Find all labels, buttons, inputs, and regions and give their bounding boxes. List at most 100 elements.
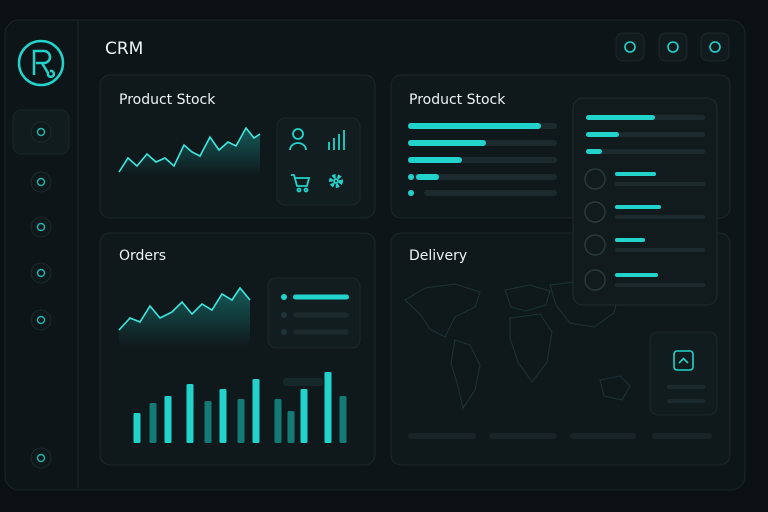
order-bar <box>339 396 347 443</box>
nav-icon <box>36 222 46 232</box>
nav-icon <box>36 268 46 278</box>
legend-dot <box>281 312 287 318</box>
delivery-footer <box>408 433 712 439</box>
nav-button[interactable] <box>30 216 52 238</box>
nav-button[interactable] <box>30 121 52 143</box>
card-title: Delivery <box>409 248 467 264</box>
nav-button[interactable] <box>30 262 52 284</box>
placeholder-line <box>408 433 476 439</box>
order-bar <box>149 403 157 443</box>
order-bar <box>237 399 245 443</box>
order-bar <box>324 372 332 443</box>
card-title: Product Stock <box>409 92 506 108</box>
stock-bar <box>408 157 462 163</box>
legend-dot <box>281 294 287 300</box>
order-bar <box>219 389 227 443</box>
stock-bar <box>416 174 439 180</box>
track <box>408 174 557 180</box>
stock-bar <box>408 140 486 146</box>
task-check[interactable] <box>584 201 606 223</box>
nav-icon <box>36 315 46 325</box>
map-panel <box>649 331 718 416</box>
order-bar <box>164 396 172 443</box>
task-sub <box>615 283 705 287</box>
user-icon <box>289 142 307 151</box>
header-icon <box>667 41 679 53</box>
continent <box>599 375 631 401</box>
logo[interactable] <box>17 39 65 87</box>
track <box>586 149 705 154</box>
placeholder-line <box>489 433 557 439</box>
task-bar <box>586 132 619 137</box>
gear-icon <box>329 174 343 188</box>
sidebar-icons <box>30 121 52 469</box>
stock-bar <box>408 123 541 129</box>
task-line <box>615 273 658 277</box>
task-check[interactable] <box>584 168 606 190</box>
legend-dot <box>281 329 287 335</box>
nav-button[interactable] <box>30 171 52 193</box>
sparkline-area <box>119 128 260 175</box>
cart-icon <box>291 174 311 187</box>
expand-button[interactable] <box>673 350 694 371</box>
continent <box>504 284 551 312</box>
task-line <box>615 205 661 209</box>
expand-icon <box>678 357 689 364</box>
nav-button[interactable] <box>30 309 52 331</box>
header-icon <box>709 41 721 53</box>
order-bar <box>186 384 194 443</box>
header-button[interactable] <box>700 32 730 62</box>
track <box>424 190 557 196</box>
nav-icon <box>36 453 46 463</box>
task-line <box>615 172 656 176</box>
dot <box>408 174 414 180</box>
orders-bars <box>133 294 349 443</box>
user-icon <box>292 128 304 140</box>
order-bar <box>300 389 308 443</box>
legend-line <box>293 312 349 318</box>
continent <box>509 313 553 383</box>
logo-mark <box>32 49 56 79</box>
order-bar <box>252 379 260 443</box>
sparkline <box>118 126 261 173</box>
hint <box>283 378 323 386</box>
header-icon <box>624 41 636 53</box>
task-list <box>584 115 705 291</box>
task-sub <box>615 248 705 252</box>
continent <box>404 283 481 338</box>
placeholder-line <box>667 385 705 389</box>
task-bar <box>586 149 602 154</box>
task-check[interactable] <box>584 234 606 256</box>
icons <box>289 128 345 193</box>
task-check[interactable] <box>584 269 606 291</box>
task-sub <box>615 182 705 186</box>
gear-icon <box>333 178 339 184</box>
nav-button[interactable] <box>30 447 52 469</box>
nav-icon <box>36 127 46 137</box>
icon-panel <box>276 117 361 206</box>
dot <box>408 190 414 196</box>
order-bar <box>133 413 141 443</box>
placeholder-line <box>570 433 636 439</box>
stock-bars <box>408 123 557 196</box>
cart-icon <box>296 187 302 193</box>
legend-line <box>293 294 349 300</box>
task-sub <box>615 215 705 219</box>
card-title: Orders <box>119 248 166 264</box>
card-title: Product Stock <box>119 92 216 108</box>
nav-icon <box>36 177 46 187</box>
placeholder-line <box>652 433 712 439</box>
order-bar <box>274 399 282 443</box>
app-title: CRM <box>105 39 143 59</box>
cart-icon <box>303 187 309 193</box>
header-button[interactable] <box>615 32 645 62</box>
legend-line <box>293 329 349 335</box>
placeholder-line <box>667 399 705 403</box>
chart-icon <box>328 130 345 150</box>
header-actions <box>615 32 730 62</box>
task-bar <box>586 115 655 120</box>
sparkline <box>118 286 251 331</box>
header-button[interactable] <box>658 32 688 62</box>
task-line <box>615 238 645 242</box>
